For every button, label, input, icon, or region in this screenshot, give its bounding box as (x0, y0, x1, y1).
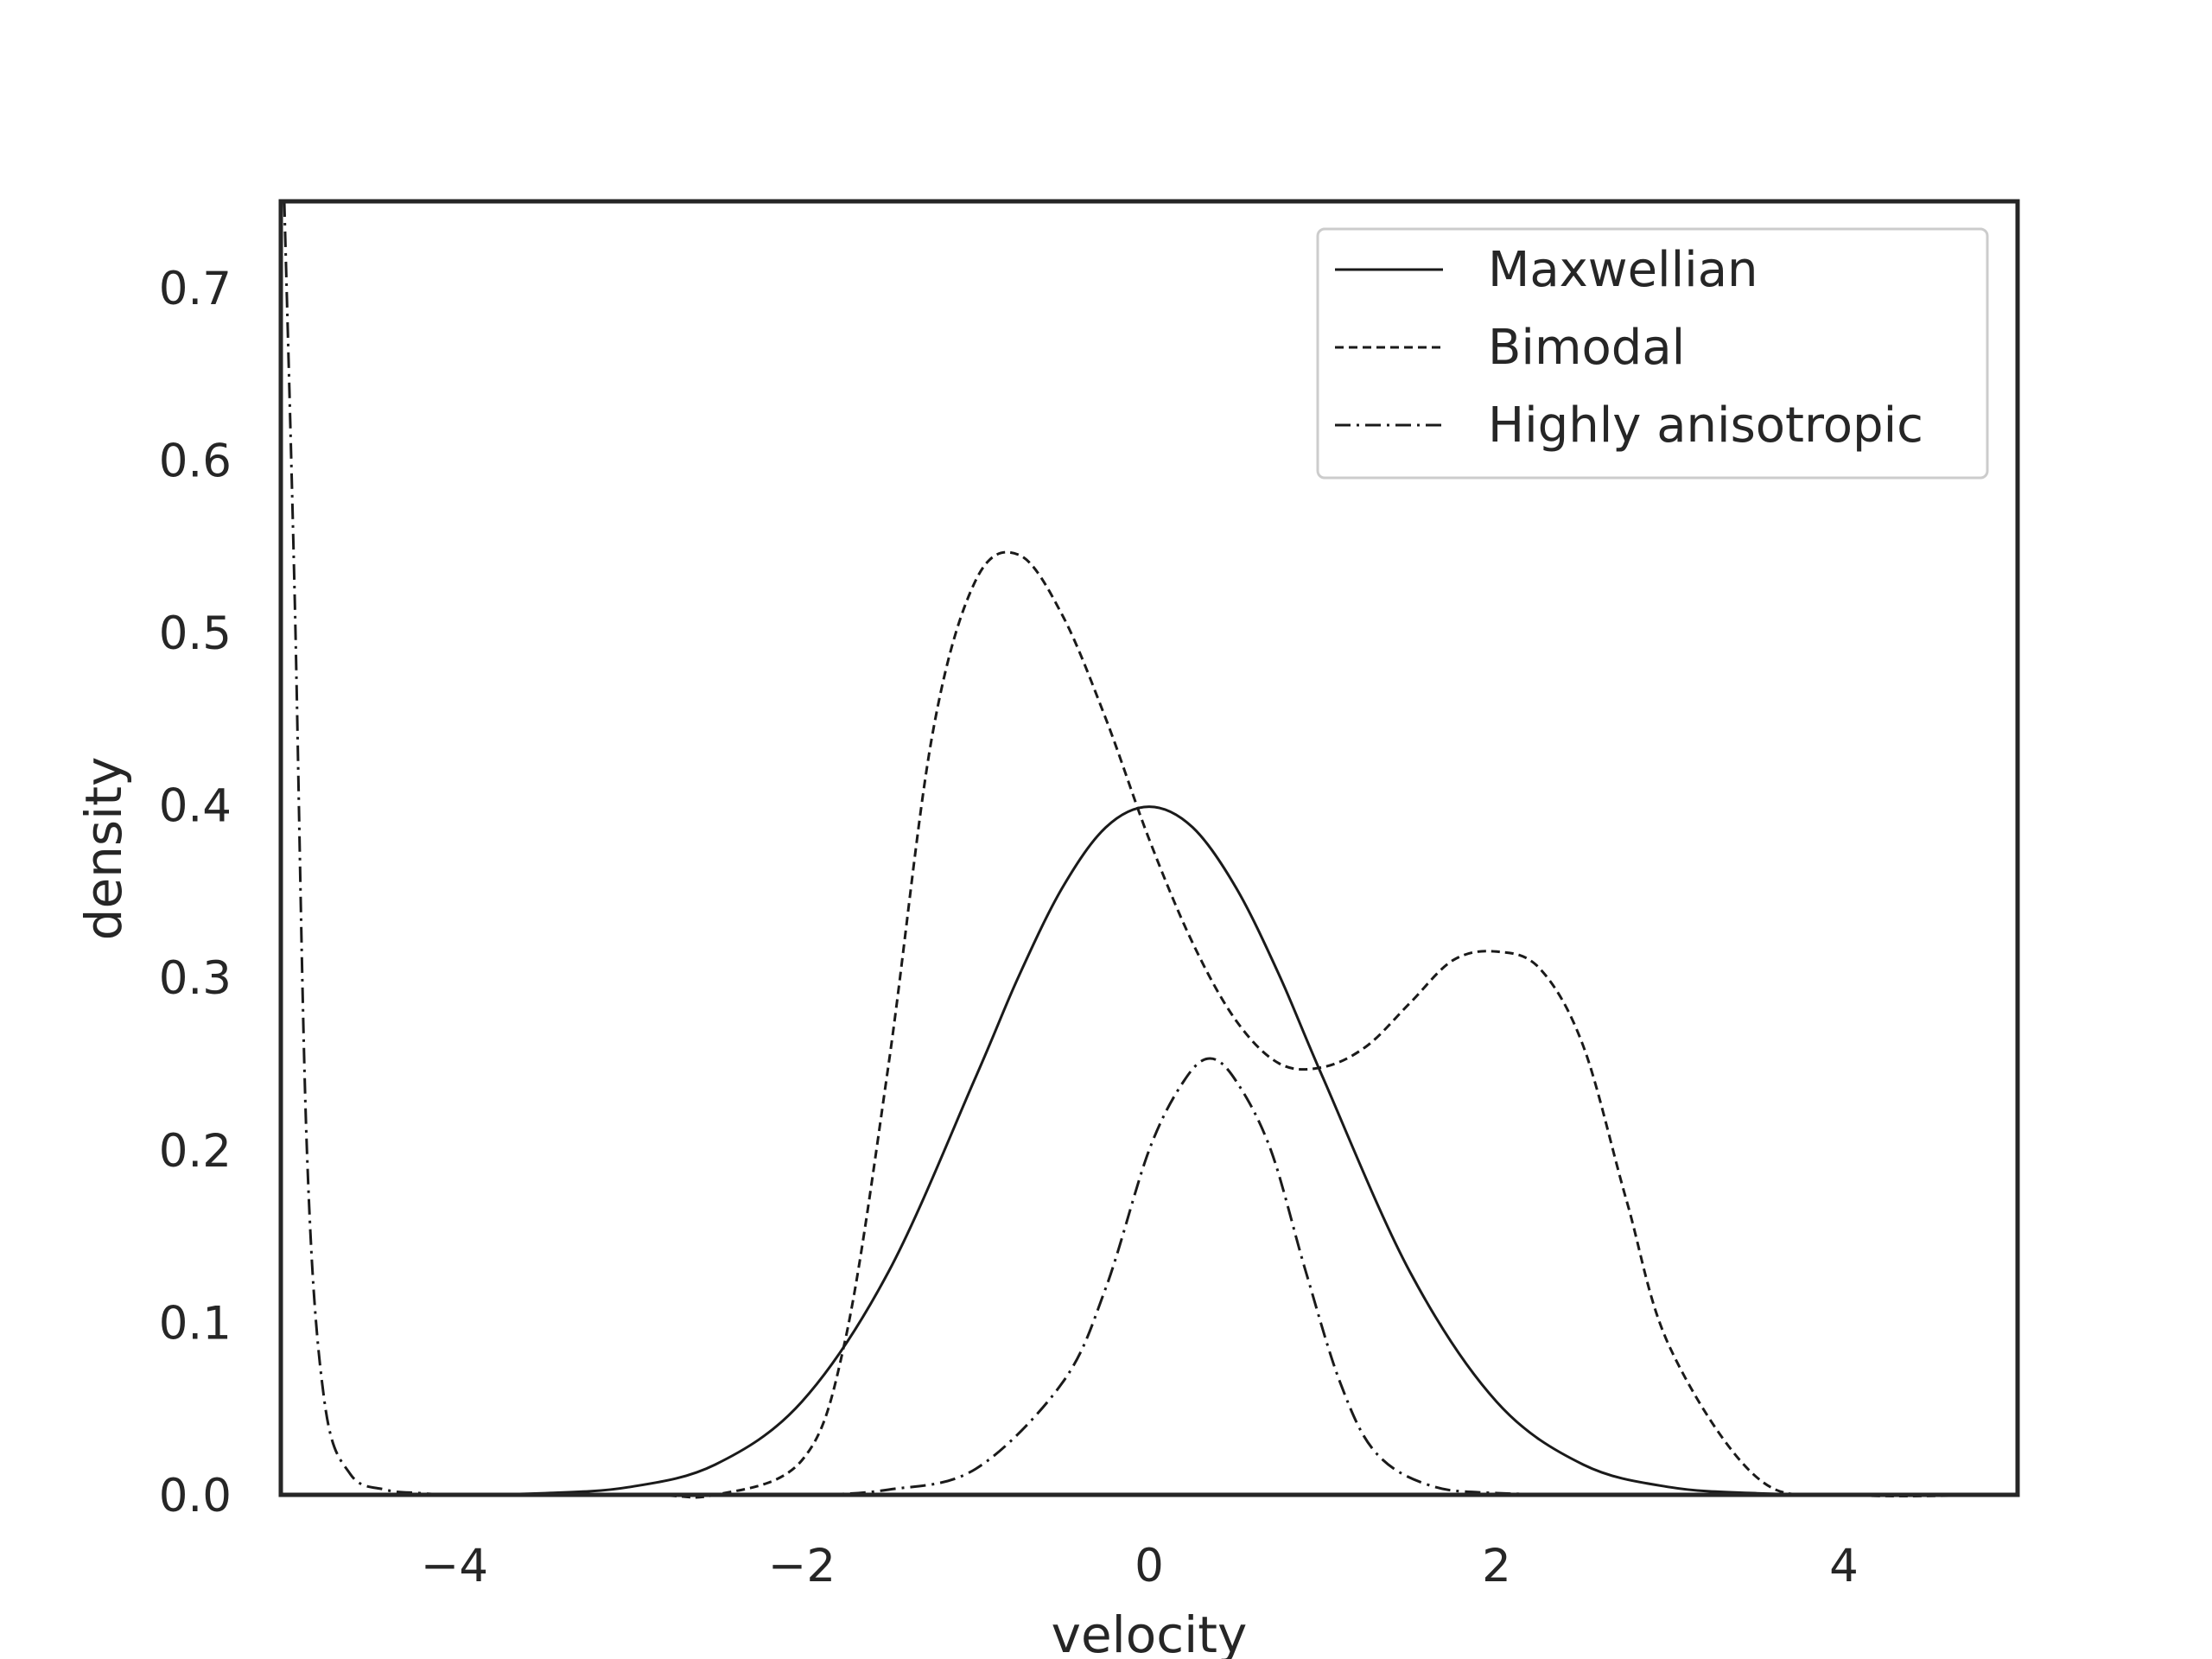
plot-frame (278, 199, 2020, 1497)
legend-label: Highly anisotropic (1488, 397, 1923, 454)
legend: Maxwellian Bimodal Highly anisotropic (1316, 227, 1989, 480)
legend-box (1316, 227, 1989, 480)
y-tick-label: 0.6 (159, 435, 232, 487)
y-tick-label: 0.3 (159, 952, 232, 1005)
x-axis-label: velocity (1052, 1605, 1248, 1659)
x-tick-label: −4 (421, 1540, 488, 1592)
x-tick-label: 2 (1482, 1540, 1511, 1592)
legend-label: Maxwellian (1488, 242, 1758, 298)
x-tick-label: −2 (768, 1540, 836, 1592)
x-tick-label: 4 (1829, 1540, 1859, 1592)
x-axis-ticks: −4 −2 0 2 4 (421, 1540, 1859, 1592)
legend-label: Bimodal (1488, 320, 1685, 376)
y-axis-label: density (74, 757, 133, 941)
y-tick-label: 0.0 (159, 1470, 232, 1522)
series-line-2 (283, 200, 2018, 1497)
y-tick-label: 0.5 (159, 607, 232, 660)
x-tick-label: 0 (1135, 1540, 1164, 1592)
series-line-0 (280, 805, 2018, 1497)
y-axis-ticks: 0.0 0.1 0.2 0.3 0.4 0.5 0.6 0.7 (159, 263, 232, 1522)
y-tick-label: 0.7 (159, 263, 232, 315)
y-tick-label: 0.2 (159, 1125, 232, 1178)
plot-lines (280, 200, 2018, 1499)
series-line-1 (280, 550, 2018, 1499)
y-tick-label: 0.4 (159, 780, 232, 833)
y-tick-label: 0.1 (159, 1297, 232, 1350)
